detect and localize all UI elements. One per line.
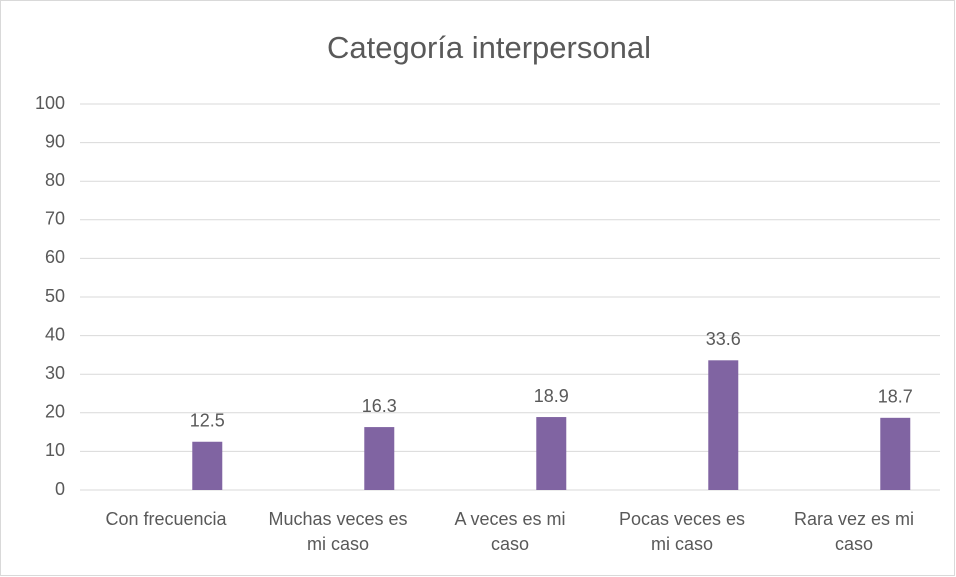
data-label: 18.7: [878, 387, 913, 407]
y-tick-label: 90: [45, 131, 65, 151]
y-tick-label: 10: [45, 440, 65, 460]
x-tick-label: A veces es mi caso: [454, 509, 566, 554]
y-tick-label: 70: [45, 209, 65, 229]
y-tick-label: 30: [45, 363, 65, 383]
x-tick-label: Muchas veces es mi caso: [268, 509, 408, 554]
y-tick-label: 80: [45, 170, 65, 190]
bar: [364, 427, 395, 490]
bar: [880, 417, 911, 490]
x-tick-label: Rara vez es mi caso: [793, 509, 915, 554]
y-tick-label: 100: [35, 93, 65, 113]
bar: [536, 417, 567, 490]
data-label: 16.3: [362, 396, 397, 416]
y-tick-label: 50: [45, 286, 65, 306]
bar: [708, 360, 739, 490]
data-label: 18.9: [534, 386, 569, 406]
x-tick-label: Con frecuencia: [105, 509, 227, 529]
data-label: 12.5: [190, 411, 225, 431]
y-tick-label: 60: [45, 247, 65, 267]
y-tick-label: 0: [55, 479, 65, 499]
bar: [192, 441, 223, 490]
x-tick-label: Pocas veces es mi caso: [618, 509, 746, 554]
data-label: 33.6: [706, 329, 741, 349]
chart-title: Categoría interpersonal: [327, 30, 651, 65]
y-tick-label: 40: [45, 324, 65, 344]
y-tick-label: 20: [45, 402, 65, 422]
